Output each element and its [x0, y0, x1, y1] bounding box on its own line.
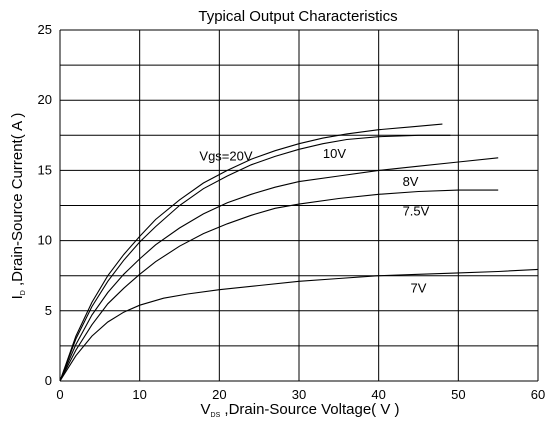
- y-tick-labels: 0 5 10 15 20 25: [38, 22, 52, 388]
- curve-label: 8V: [403, 174, 419, 189]
- y-axis-label: ID ,Drain-Source Current( A ): [9, 113, 27, 300]
- x-tick-label: 50: [451, 387, 465, 402]
- curve-label: Vgs=20V: [199, 149, 252, 164]
- x-axis-label-sub: DS: [211, 412, 221, 419]
- curve-label: 10V: [323, 146, 346, 161]
- y-axis-label-main: I: [9, 295, 26, 299]
- x-axis-label: VDS ,Drain-Source Voltage( V ): [201, 401, 400, 419]
- series-line: [59, 134, 451, 382]
- y-tick-label: 20: [38, 92, 52, 107]
- curve-labels: Vgs=20V 10V 8V 7.5V 7V: [199, 146, 429, 296]
- grid: [59, 29, 539, 382]
- series-line: [59, 189, 499, 382]
- x-tick-label: 40: [371, 387, 385, 402]
- series-line: [59, 123, 443, 382]
- series-line: [59, 157, 499, 382]
- series-line: [59, 268, 539, 382]
- chart-title: Typical Output Characteristics: [198, 8, 397, 25]
- y-tick-label: 5: [45, 303, 52, 318]
- curve-label: 7.5V: [403, 203, 430, 218]
- y-axis-label-rest: ,Drain-Source Current( A ): [9, 113, 26, 291]
- x-tick-label: 30: [292, 387, 306, 402]
- y-tick-label: 10: [38, 233, 52, 248]
- x-tick-labels: 0 10 20 30 40 50 60: [56, 387, 545, 402]
- y-axis-label-sub: D: [20, 290, 27, 295]
- y-tick-label: 25: [38, 22, 52, 37]
- curves: [59, 123, 539, 382]
- x-axis-label-rest: ,Drain-Source Voltage( V ): [220, 401, 399, 418]
- x-tick-label: 60: [531, 387, 545, 402]
- x-tick-label: 20: [212, 387, 226, 402]
- curve-label: 7V: [411, 281, 427, 296]
- x-tick-label: 0: [56, 387, 63, 402]
- x-tick-label: 10: [132, 387, 146, 402]
- y-tick-label: 0: [45, 373, 52, 388]
- x-axis-label-main: V: [201, 401, 211, 418]
- y-tick-label: 15: [38, 162, 52, 177]
